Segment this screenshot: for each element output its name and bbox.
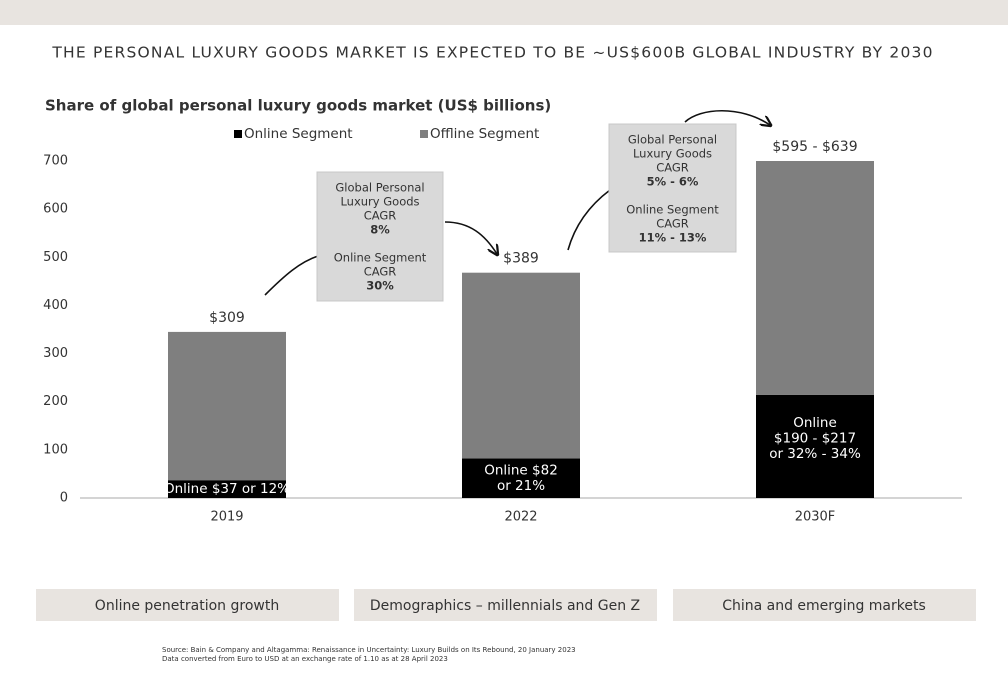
- bar-segment: [756, 394, 874, 498]
- driver-box: [673, 589, 976, 621]
- arrows: [264, 109, 770, 296]
- callout-text: Luxury Goods: [633, 147, 712, 161]
- bar-segment: [756, 161, 874, 395]
- y-tick-label: 500: [43, 250, 68, 265]
- y-tick-label: 0: [60, 491, 68, 506]
- callout-text: CAGR: [364, 265, 397, 279]
- bar-segment: [168, 480, 286, 498]
- total-label: $595 - $639: [772, 139, 857, 155]
- segment-label: or 32% - 34%: [769, 446, 861, 462]
- legend-label: Online Segment: [244, 126, 353, 142]
- source-note: Source: Bain & Company and Altagamma: Re…: [162, 646, 576, 654]
- callout-text: CAGR: [656, 217, 689, 231]
- driver-box: [36, 589, 339, 621]
- callout-text: CAGR: [656, 161, 689, 175]
- page-title: THE PERSONAL LUXURY GOODS MARKET IS EXPE…: [51, 44, 933, 62]
- segment-label: Online: [793, 415, 837, 431]
- callout-text: Online Segment: [626, 203, 719, 217]
- driver-box: [354, 589, 657, 621]
- segment-label: Online $37 or 12%: [164, 481, 290, 497]
- total-label: $309: [209, 310, 245, 326]
- bar-segment: [168, 331, 286, 481]
- x-tick-label: 2019: [210, 510, 243, 525]
- driver-label: Demographics – millennials and Gen Z: [370, 598, 640, 614]
- callout-text: 5% - 6%: [647, 175, 699, 189]
- callout-box: [316, 171, 444, 302]
- y-tick-label: 400: [43, 298, 68, 313]
- chart-subtitle: Share of global personal luxury goods ma…: [45, 97, 551, 115]
- legend-label: Offline Segment: [430, 126, 539, 142]
- bar-segment: [462, 458, 580, 498]
- y-tick-label: 100: [43, 442, 68, 457]
- callout-text: 11% - 13%: [639, 231, 707, 245]
- callout-text: Luxury Goods: [340, 195, 419, 209]
- x-tick-label: 2022: [504, 510, 537, 525]
- segment-label: Online $82: [484, 463, 558, 479]
- x-tick-label: 2030F: [795, 510, 836, 525]
- callout-text: 30%: [366, 279, 394, 293]
- y-tick-label: 300: [43, 346, 68, 361]
- callout-text: Global Personal: [628, 133, 717, 147]
- driver-label: Online penetration growth: [95, 598, 279, 614]
- segment-label: or 21%: [497, 478, 545, 494]
- driver-label: China and emerging markets: [722, 598, 926, 614]
- callout-text: Global Personal: [335, 181, 424, 195]
- y-tick-label: 200: [43, 394, 68, 409]
- legend-swatch: [420, 130, 428, 138]
- source-note: Data converted from Euro to USD at an ex…: [162, 655, 448, 663]
- callout-text: Online Segment: [334, 251, 427, 265]
- callout-text: CAGR: [364, 209, 397, 223]
- y-tick-label: 600: [43, 202, 68, 217]
- segment-label: $190 - $217: [774, 430, 856, 446]
- callout-text: 8%: [370, 223, 390, 237]
- legend-swatch: [234, 130, 242, 138]
- callout-box: [608, 123, 737, 253]
- bar-segment: [462, 272, 580, 459]
- y-tick-label: 700: [43, 154, 68, 169]
- top-band: [0, 0, 1008, 25]
- total-label: $389: [503, 251, 539, 267]
